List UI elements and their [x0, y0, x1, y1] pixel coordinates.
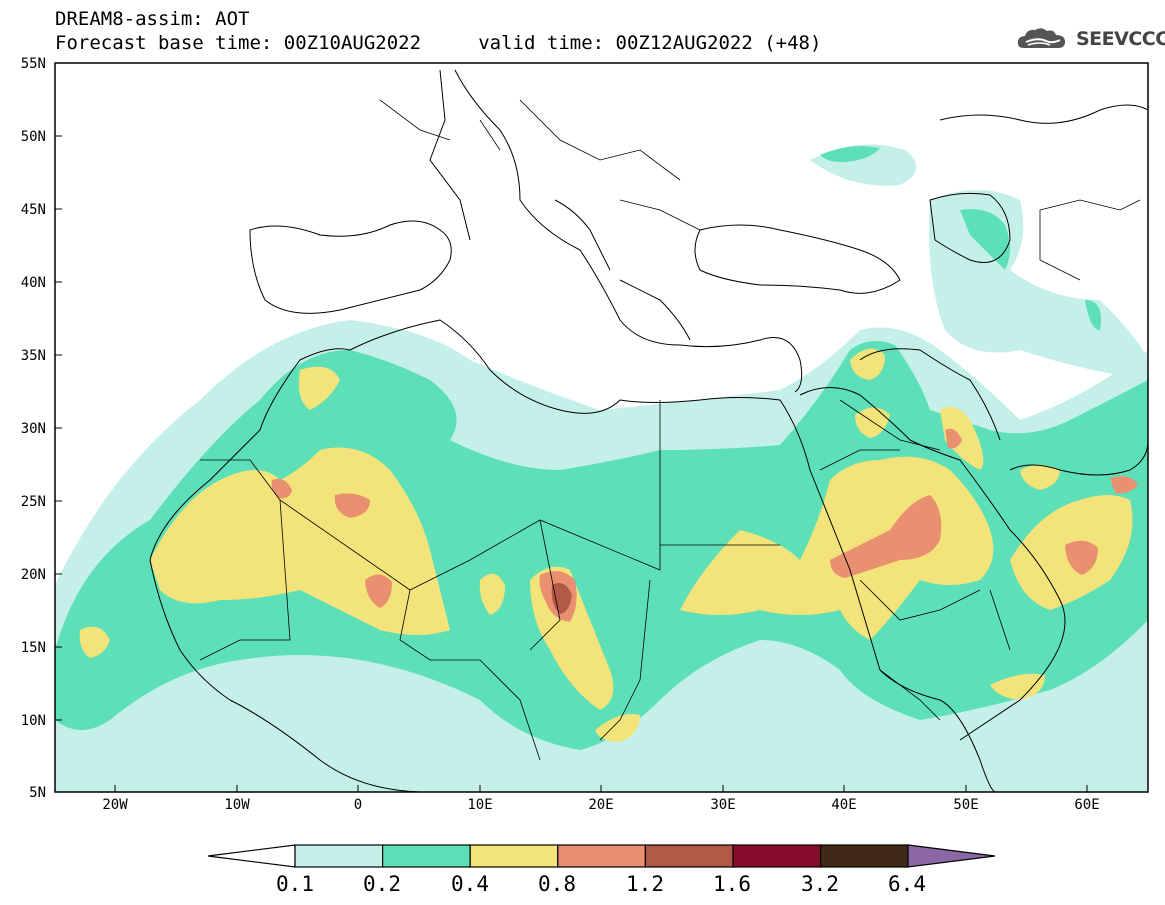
aot-field [55, 144, 1148, 792]
colorbar-low-arrow [207, 844, 296, 868]
colorbar-cell [644, 844, 734, 868]
lat-label: 45N [20, 202, 46, 218]
aot-contour-0.8 [271, 428, 1138, 622]
lon-label: 20E [588, 797, 614, 813]
lat-label: 55N [20, 56, 46, 72]
aot-contour-1.2 [551, 582, 572, 614]
cloud-logo-icon [1017, 28, 1065, 48]
lat-label: 30N [20, 421, 46, 437]
lat-label: 5N [29, 785, 46, 801]
colorbar-cell [469, 844, 559, 868]
logo-text: SEEVCCC [1076, 28, 1165, 50]
colorbar-label: 0.8 [538, 872, 576, 896]
lon-label: 60E [1074, 797, 1100, 813]
map-title: DREAM8-assim: AOT [55, 8, 250, 30]
colorbar-label: 0.1 [276, 872, 314, 896]
lat-label: 40N [20, 275, 46, 291]
colorbar-cell [732, 844, 822, 868]
colorbar-label: 1.6 [713, 872, 751, 896]
lat-label: 25N [20, 494, 46, 510]
colorbar-cell [294, 844, 384, 868]
lat-label: 15N [20, 640, 46, 656]
borders [199, 99, 1141, 761]
colorbar-cell [557, 844, 646, 868]
lon-label: 40E [831, 797, 857, 813]
colorbar-cell [819, 844, 909, 868]
forecast-times: Forecast base time: 00Z10AUG2022 valid t… [55, 32, 822, 54]
colorbar-label: 1.2 [626, 872, 664, 896]
lat-label: 35N [20, 348, 46, 364]
colorbar [207, 844, 996, 868]
seevccc-logo: SEEVCCC [1016, 26, 1165, 52]
colorbar-cell [382, 844, 471, 868]
lon-label: 30E [710, 797, 736, 813]
lat-label: 20N [20, 567, 46, 583]
colorbar-label: 0.4 [451, 872, 489, 896]
lon-label: 20W [102, 797, 128, 813]
lat-label: 10N [20, 713, 46, 729]
lon-label: 0 [353, 797, 363, 813]
lon-label: 50E [953, 797, 979, 813]
colorbar-high-arrow [907, 844, 996, 868]
lon-label: 10E [467, 797, 493, 813]
colorbar-label: 0.2 [363, 872, 401, 896]
lon-label: 10W [224, 797, 250, 813]
axis-ticks [55, 62, 1088, 792]
lat-label: 50N [20, 129, 46, 145]
colorbar-label: 3.2 [801, 872, 839, 896]
colorbar-label: 6.4 [888, 872, 926, 896]
